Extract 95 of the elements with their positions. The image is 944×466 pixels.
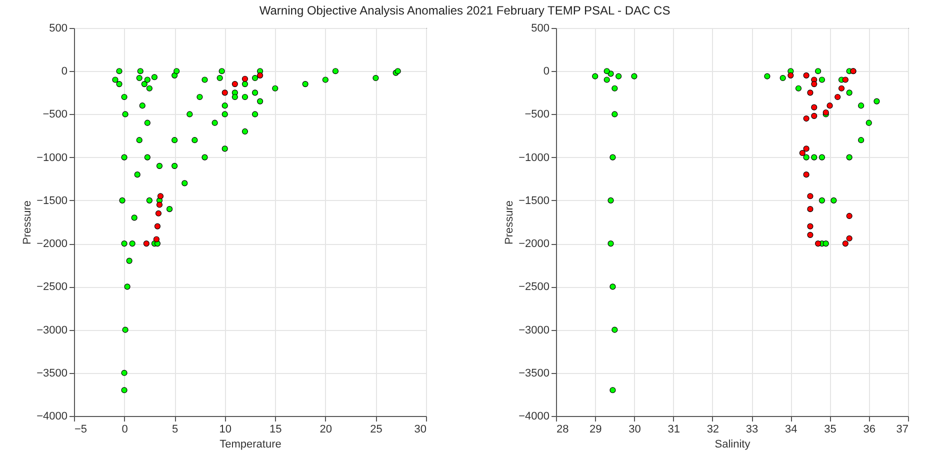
- y-tick-label: −1500: [36, 194, 68, 207]
- x-axis-title: Salinity: [714, 438, 751, 450]
- point: [807, 223, 814, 230]
- y-tick-label: −1500: [518, 194, 550, 207]
- point: [807, 90, 814, 96]
- point: [803, 146, 810, 152]
- point: [608, 240, 614, 247]
- x-tick-label: 5: [172, 424, 178, 436]
- point: [616, 73, 622, 80]
- point: [842, 76, 848, 83]
- point: [811, 112, 818, 119]
- point: [807, 232, 814, 238]
- x-tick-label: 10: [219, 424, 232, 436]
- point: [858, 137, 864, 144]
- y-tick-label: −500: [524, 108, 550, 121]
- point: [780, 74, 786, 82]
- point: [803, 172, 810, 178]
- point: [610, 387, 616, 394]
- x-tick-label: 37: [896, 424, 908, 436]
- y-tick-label: −3500: [518, 367, 550, 380]
- x-tick-label: 31: [668, 424, 680, 436]
- point: [874, 98, 880, 104]
- x-axis-title: Temperature: [220, 438, 282, 450]
- point: [610, 284, 616, 290]
- point: [846, 90, 852, 96]
- point: [803, 72, 810, 78]
- x-tick-label: 20: [320, 424, 332, 436]
- point: [822, 240, 829, 247]
- point: [764, 73, 770, 80]
- point: [604, 68, 610, 74]
- x-tick-label: 33: [746, 424, 758, 436]
- x-tick-label: 28: [556, 424, 569, 436]
- point: [811, 154, 818, 160]
- x-tick-label: −5: [74, 424, 88, 436]
- x-tick-label: 34: [785, 424, 798, 436]
- y-tick-label: −4000: [36, 410, 68, 422]
- point: [818, 154, 825, 160]
- y-axis-title: Pressure: [504, 200, 516, 245]
- y-tick-label: 500: [531, 22, 550, 34]
- point: [866, 120, 872, 126]
- y-tick-label: −3000: [518, 324, 550, 336]
- x-tick-label: 0: [122, 424, 128, 436]
- x-tick-label: 29: [589, 424, 602, 436]
- point: [608, 197, 614, 204]
- point: [830, 197, 837, 204]
- point: [592, 73, 598, 80]
- y-tick-label: −2500: [36, 281, 68, 294]
- x-tick-label: 25: [370, 424, 382, 436]
- y-tick-label: −2500: [518, 281, 550, 294]
- point: [807, 206, 814, 212]
- x-tick-label: 35: [824, 424, 836, 436]
- point: [811, 104, 818, 110]
- x-tick-label: 32: [706, 424, 720, 436]
- point: [846, 235, 852, 242]
- x-tick-label: 30: [414, 424, 426, 436]
- y-tick-label: 500: [49, 22, 68, 34]
- point: [846, 154, 852, 160]
- y-axis-title: Pressure: [22, 200, 34, 245]
- point: [807, 193, 814, 200]
- text: Warning Objective Analysis Anomalies 2021 February TEMP PSAL - DAC CS: [259, 4, 670, 18]
- point: [788, 72, 794, 78]
- y-tick-label: −2000: [518, 238, 550, 250]
- y-tick-label: −1000: [518, 152, 550, 164]
- point: [842, 240, 848, 247]
- point: [815, 240, 822, 247]
- point: [834, 94, 841, 100]
- point: [818, 197, 825, 204]
- point: [838, 85, 845, 92]
- point: [610, 154, 616, 160]
- point: [811, 81, 818, 88]
- y-tick-label: −2000: [36, 238, 68, 250]
- point: [612, 326, 618, 333]
- y-tick-label: −3000: [36, 324, 68, 336]
- x-tick-label: 15: [270, 424, 282, 436]
- point: [815, 68, 822, 74]
- y-tick-label: 0: [543, 66, 550, 78]
- point: [631, 73, 638, 80]
- x-tick-label: 30: [628, 424, 641, 436]
- point: [799, 150, 806, 156]
- y-tick-label: −1000: [36, 152, 68, 164]
- point: [826, 102, 833, 109]
- point: [846, 212, 852, 219]
- y-tick-label: −500: [42, 108, 68, 121]
- point: [604, 76, 610, 83]
- y-tick-label: −4000: [518, 410, 550, 422]
- x-tick-label: 36: [863, 424, 876, 436]
- y-tick-label: −3500: [36, 367, 68, 380]
- point: [858, 102, 864, 109]
- point: [612, 111, 618, 118]
- point: [803, 154, 810, 160]
- point: [818, 76, 825, 83]
- point: [803, 116, 810, 122]
- y-tick-label: 0: [61, 66, 68, 78]
- point: [795, 85, 802, 92]
- point: [612, 85, 618, 92]
